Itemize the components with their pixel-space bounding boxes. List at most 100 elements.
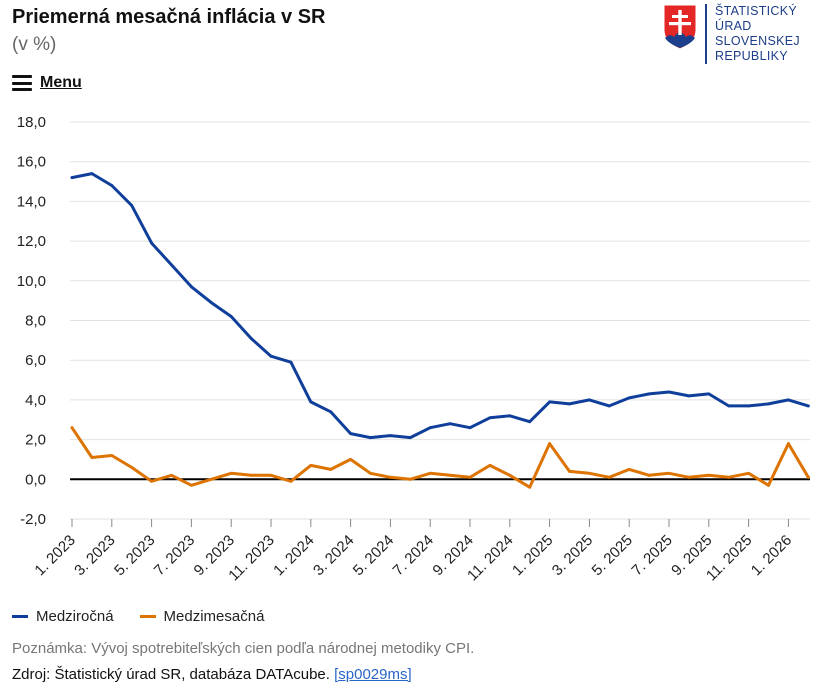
series-point-medzirocna <box>787 398 790 402</box>
series-point-medzirocna <box>667 390 671 394</box>
logo-line-4: REPUBLIKY <box>715 49 788 63</box>
series-point-medzimesacna <box>309 464 313 467</box>
x-tick-label: 7. 2025 <box>628 532 675 579</box>
series-point-medzirocna <box>448 422 452 426</box>
series-point-medzirocna <box>468 426 472 430</box>
legend-label-medzirocna: Medziročná <box>36 608 114 625</box>
series-point-medzimesacna <box>806 475 810 479</box>
x-tick-label: 5. 2023 <box>111 532 158 579</box>
series-point-medzimesacna <box>468 475 472 479</box>
series-point-medzirocna <box>548 400 551 404</box>
series-point-medzimesacna <box>687 475 691 479</box>
series-point-medzimesacna <box>727 475 731 479</box>
series-point-medzirocna <box>309 400 313 404</box>
series-point-medzirocna <box>329 410 333 414</box>
series-point-medzimesacna <box>787 442 790 445</box>
series-point-medzimesacna <box>647 473 651 477</box>
series-point-medzimesacna <box>488 464 492 467</box>
y-tick-label: -2,0 <box>20 511 46 528</box>
series-point-medzimesacna <box>428 471 432 475</box>
series-point-medzimesacna <box>369 471 372 475</box>
series-point-medzimesacna <box>747 471 750 475</box>
series-point-medzimesacna <box>349 458 352 461</box>
series-point-medzimesacna <box>190 483 193 487</box>
series-point-medzimesacna <box>767 483 770 487</box>
series-point-medzimesacna <box>249 473 253 477</box>
series-point-medzimesacna <box>568 469 571 473</box>
x-tick-label: 3. 2023 <box>71 532 118 579</box>
logo-line-2: ÚRAD <box>715 19 752 33</box>
series-point-medzimesacna <box>130 465 134 469</box>
series-point-medzimesacna <box>408 477 412 481</box>
series-line-medzimesacna <box>70 426 810 489</box>
y-tick-label: 2,0 <box>25 432 46 449</box>
series-point-medzirocna <box>170 263 173 267</box>
series-point-medzirocna <box>607 404 611 408</box>
series-point-medzirocna <box>528 420 532 424</box>
chart-title: Priemerná mesačná inflácia v SR <box>12 6 326 28</box>
series-point-medzirocna <box>408 436 412 440</box>
series-point-medzirocna <box>249 336 253 340</box>
x-tick-label: 1. 2026 <box>748 532 795 579</box>
series-point-medzirocna <box>289 360 293 364</box>
series-point-medzirocna <box>70 176 74 179</box>
legend-swatch-medzimesacna <box>139 615 156 618</box>
menu-label: Menu <box>40 74 82 91</box>
series-point-medzimesacna <box>229 471 233 475</box>
statistical-office-logo[interactable]: ŠTATISTICKÝ ÚRAD SLOVENSKEJ REPUBLIKY <box>663 4 800 64</box>
series-point-medzimesacna <box>329 467 333 471</box>
logo-line-3: SLOVENSKEJ <box>715 34 800 48</box>
series-point-medzimesacna <box>528 485 532 489</box>
y-tick-label: 6,0 <box>25 352 46 369</box>
series-point-medzimesacna <box>170 473 173 477</box>
series-point-medzimesacna <box>508 473 512 477</box>
series-point-medzimesacna <box>667 471 671 475</box>
y-tick-label: 8,0 <box>25 313 46 330</box>
series-point-medzimesacna <box>389 475 392 479</box>
legend-item-medzimesacna[interactable]: Medzimesačná <box>139 608 265 625</box>
chart-source: Zdroj: Štatistický úrad SR, databáza DAT… <box>12 666 412 683</box>
y-tick-label: 12,0 <box>17 233 46 250</box>
series-point-medzimesacna <box>548 442 551 445</box>
x-tick-label: 1. 2023 <box>31 532 78 579</box>
y-tick-label: 18,0 <box>17 114 46 131</box>
series-point-medzirocna <box>209 301 213 305</box>
legend-swatch-medzirocna <box>12 615 28 618</box>
series-point-medzirocna <box>588 398 591 402</box>
series-point-medzirocna <box>229 315 233 318</box>
series-point-medzirocna <box>488 416 492 420</box>
series-point-medzimesacna <box>707 473 711 477</box>
series-point-medzirocna <box>687 394 691 398</box>
inflation-line-chart: -2,0 0,0 2,0 4,0 6,0 8,0 10,0 12,0 14,0 16,0 18,0 1… <box>17 114 810 584</box>
x-tick-label: 3. 2024 <box>310 532 357 579</box>
slovak-coat-of-arms-icon <box>663 4 697 50</box>
series-point-medzirocna <box>627 396 631 400</box>
series-point-medzimesacna <box>90 456 94 459</box>
y-tick-label: 14,0 <box>17 193 46 210</box>
source-text: Zdroj: Štatistický úrad SR, databáza DAT… <box>12 666 330 683</box>
x-tick-label: 5. 2024 <box>350 532 397 579</box>
series-point-medzimesacna <box>70 426 74 430</box>
series-point-medzimesacna <box>607 475 611 479</box>
source-link[interactable]: [sp0029ms] <box>334 666 412 683</box>
series-point-medzirocna <box>349 432 352 436</box>
legend-item-medzirocna[interactable]: Medziročná <box>12 608 114 625</box>
x-tick-label: 1. 2024 <box>270 532 317 579</box>
x-tick-label: 7. 2024 <box>390 532 437 579</box>
series-point-medzirocna <box>707 392 711 396</box>
x-tick-label: 1. 2025 <box>509 532 556 579</box>
chart-subtitle: (v %) <box>12 34 57 55</box>
series-point-medzirocna <box>806 404 810 408</box>
series-point-medzimesacna <box>627 467 631 471</box>
series-point-medzimesacna <box>448 473 452 477</box>
series-point-medzirocna <box>647 392 651 396</box>
series-point-medzirocna <box>568 402 571 406</box>
legend-label-medzimesacna: Medzimesačná <box>163 608 265 625</box>
series-line-medzirocna <box>70 172 810 440</box>
menu-button[interactable]: Menu <box>12 74 82 92</box>
hamburger-icon <box>12 75 32 91</box>
series-point-medzirocna <box>130 203 134 207</box>
series-point-medzirocna <box>369 436 372 440</box>
chart-note: Poznámka: Vývoj spotrebiteľských cien po… <box>12 640 475 657</box>
series-point-medzirocna <box>90 172 94 176</box>
